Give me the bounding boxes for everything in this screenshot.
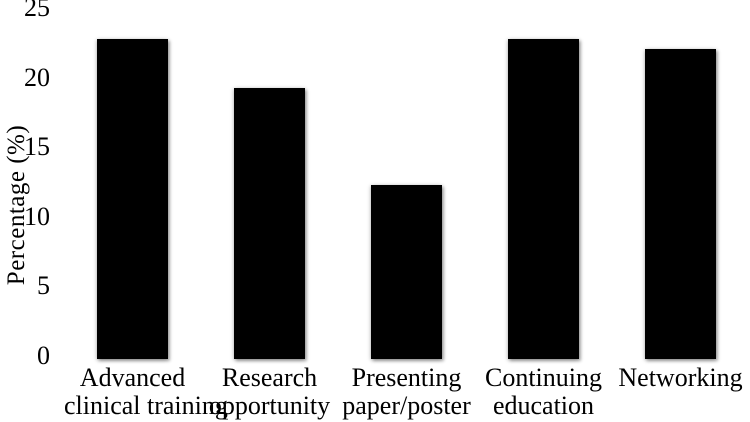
x-axis-label-continuing-education: Continuing education	[475, 364, 612, 420]
x-axis-label-research-opportunity: Research opportunity	[201, 364, 338, 420]
bar-networking	[645, 48, 716, 359]
x-axis-label-line: Networking	[618, 363, 743, 392]
plot-area	[64, 11, 749, 359]
bar-advanced-clinical-training	[97, 38, 168, 359]
y-tick-label-0: 0	[37, 341, 50, 370]
x-axis-labels: Advanced clinical training Research opportu…	[64, 364, 749, 422]
y-tick-label-25: 25	[24, 0, 50, 22]
y-tick-label-10: 10	[24, 201, 50, 231]
x-axis-label-line: paper/poster	[342, 391, 471, 420]
x-axis-label-line: Presenting	[351, 363, 462, 392]
x-axis-label-line: education	[492, 391, 595, 420]
x-axis-label-line: opportunity	[208, 391, 331, 420]
bar-research-opportunity	[234, 87, 305, 359]
x-axis-label-networking: Networking	[612, 364, 749, 392]
x-axis-label-line: Research	[221, 363, 318, 392]
x-axis-label-advanced-clinical-training: Advanced clinical training	[64, 363, 228, 420]
y-tick-label-15: 15	[24, 132, 50, 162]
bar-continuing-education	[508, 38, 579, 359]
x-axis-label-presenting-paper-poster: Presenting paper/poster	[338, 364, 475, 420]
bar-presenting-paper-poster	[371, 185, 442, 359]
x-axis-label-line: Continuing	[484, 363, 602, 392]
y-tick-label-20: 20	[24, 62, 50, 92]
x-axis-label-line: clinical training	[64, 391, 228, 420]
x-axis-label-line: Advanced	[79, 363, 186, 392]
y-tick-label-5: 5	[37, 271, 50, 301]
